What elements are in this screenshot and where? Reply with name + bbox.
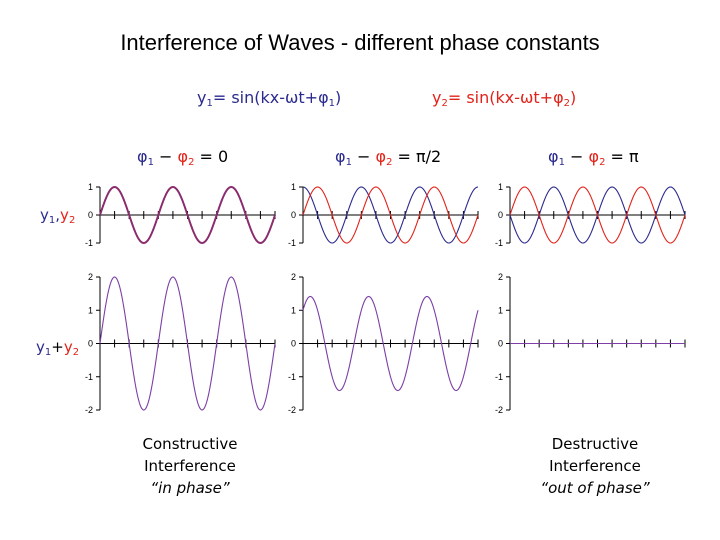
top-2-y-tick-label: 0 [291, 210, 296, 220]
top-2-y-tick-label: -1 [288, 238, 296, 248]
caption-constructive-line2: Interference [144, 457, 236, 475]
top-3-y-tick-label: 1 [498, 182, 503, 192]
caption-constructive: Constructive Interference “in phase” [110, 433, 270, 499]
top-1-series-y2 [99, 186, 276, 244]
top-2-series-y1 [302, 186, 479, 244]
caption-constructive-line1: Constructive [142, 435, 238, 453]
phase-label-half-pi: φ1 − φ2 = π/2 [335, 147, 442, 168]
top-3-series-y2 [509, 186, 686, 244]
phase-label-zero: φ1 − φ2 = 0 [137, 147, 229, 168]
bottom-3-y-tick-label: 2 [498, 272, 503, 282]
bottom-2-y-tick-label: -2 [288, 405, 296, 415]
caption-destructive-line2: Interference [549, 457, 641, 475]
bottom-2-y-tick-label: 1 [291, 305, 296, 315]
bottom-1-y-tick-label: 0 [88, 339, 93, 349]
top-1-y-tick-label: 0 [88, 210, 93, 220]
bottom-2-y-tick-label: 2 [291, 272, 296, 282]
bottom-1-y-tick-label: -2 [85, 405, 93, 415]
page-title: Interference of Waves - different phase … [120, 30, 600, 55]
bottom-1-y-tick-label: 2 [88, 272, 93, 282]
bottom-1-y-tick-label: -1 [85, 372, 93, 382]
top-3-y-tick-label: 0 [498, 210, 503, 220]
caption-destructive-line1: Destructive [551, 435, 639, 453]
phase-label-pi: φ1 − φ2 = π [548, 147, 639, 168]
top-1-y-tick-label: 1 [88, 182, 93, 192]
caption-constructive-line3: “in phase” [150, 479, 230, 497]
top-1-y-tick-label: -1 [85, 238, 93, 248]
bottom-2-y-tick-label: -1 [288, 372, 296, 382]
bottom-3-y-tick-label: -1 [495, 372, 503, 382]
bottom-2-series-sum [302, 295, 479, 392]
bottom-2-y-tick-label: 0 [291, 339, 296, 349]
bottom-1-y-tick-label: 1 [88, 305, 93, 315]
caption-destructive-line3: “out of phase” [540, 479, 650, 497]
caption-destructive: Destructive Interference “out of phase” [515, 433, 675, 499]
bottom-3-y-tick-label: 1 [498, 305, 503, 315]
bottom-1-series-sum [99, 276, 276, 411]
top-3-y-tick-label: -1 [495, 238, 503, 248]
row-label-sum: y1+y2 [36, 338, 80, 358]
bottom-3-y-tick-label: -2 [495, 405, 503, 415]
top-2-y-tick-label: 1 [291, 182, 296, 192]
row-label-y1-y2: y1,y2 [40, 206, 76, 226]
top-2-series-y2 [302, 186, 479, 244]
equation-y2: y2= sin(kx-ωt+φ2) [432, 88, 577, 109]
equation-y1: y1= sin(kx-ωt+φ1) [197, 88, 342, 109]
bottom-3-y-tick-label: 0 [498, 339, 503, 349]
